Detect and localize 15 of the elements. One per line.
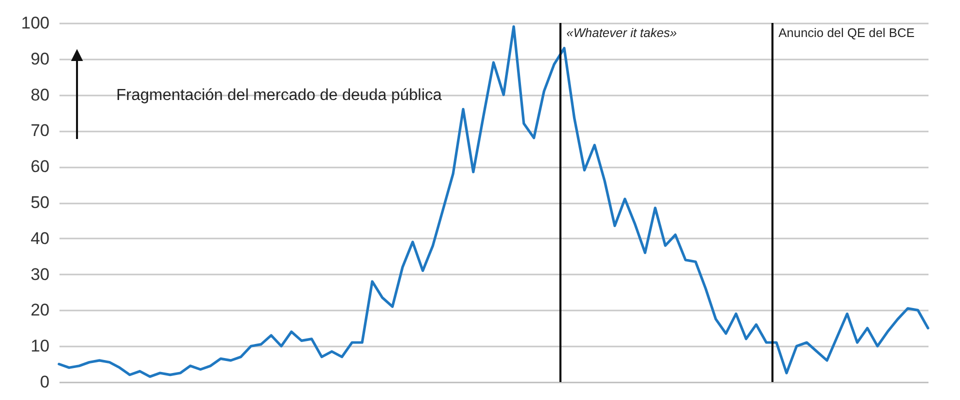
annotation: «Whatever it takes»	[566, 26, 677, 40]
y-tick-label: 90	[30, 49, 50, 68]
y-tick-label: 20	[30, 300, 50, 320]
y-tick-label: 10	[30, 336, 50, 356]
line-series	[58, 25, 930, 378]
y-tick-label: 70	[30, 121, 50, 140]
y-tick-label: 30	[30, 264, 50, 284]
y-tick-label: 50	[30, 193, 50, 212]
y-tick-label: 40	[30, 228, 50, 248]
annotation: Fragmentación del mercado de deuda pública	[116, 87, 442, 104]
y-tick-label: 0	[40, 372, 50, 392]
y-tick-label: 80	[30, 85, 50, 104]
y-tick-label: 100	[21, 14, 50, 32]
y-tick-label: 60	[30, 157, 50, 176]
annotation: Anuncio del QE del BCE	[778, 26, 915, 40]
